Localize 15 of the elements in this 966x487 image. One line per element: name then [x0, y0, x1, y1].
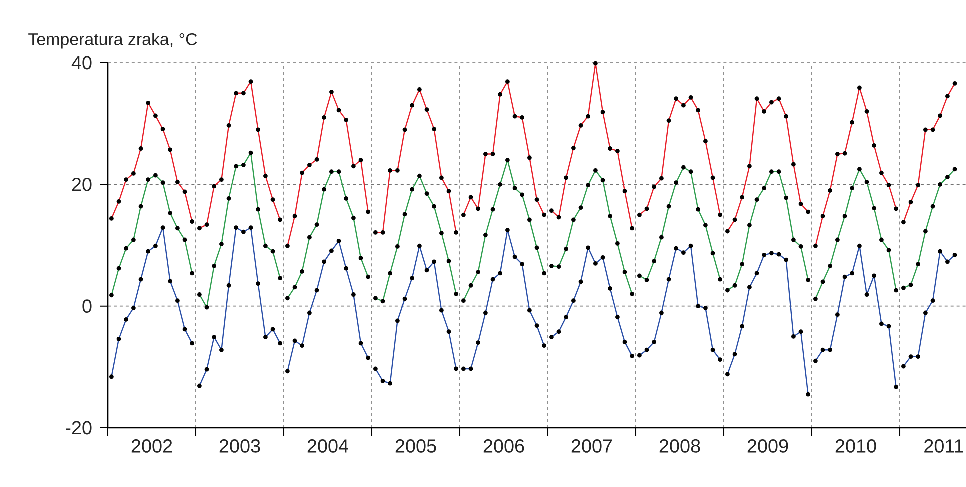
- y-tick-label: 40: [72, 56, 92, 70]
- x-tick-label: 2005: [396, 440, 436, 453]
- x-tick-label: 2008: [660, 440, 700, 453]
- y-tick-label: 20: [72, 178, 92, 192]
- x-tick-label: 2009: [748, 440, 788, 453]
- y-axis-title: Temperatura zraka, °C: [28, 33, 198, 49]
- x-tick-label: 2004: [308, 440, 348, 453]
- x-tick-label: 2002: [132, 440, 172, 453]
- y-tick-label: -20: [66, 421, 92, 435]
- x-tick-label: 2007: [572, 440, 612, 453]
- x-tick-label: 2003: [220, 440, 260, 453]
- x-tick-label: 2010: [836, 440, 876, 453]
- x-tick-label: 2006: [484, 440, 524, 453]
- y-tick-label: 0: [82, 300, 92, 314]
- x-tick-label: 2011: [924, 440, 964, 453]
